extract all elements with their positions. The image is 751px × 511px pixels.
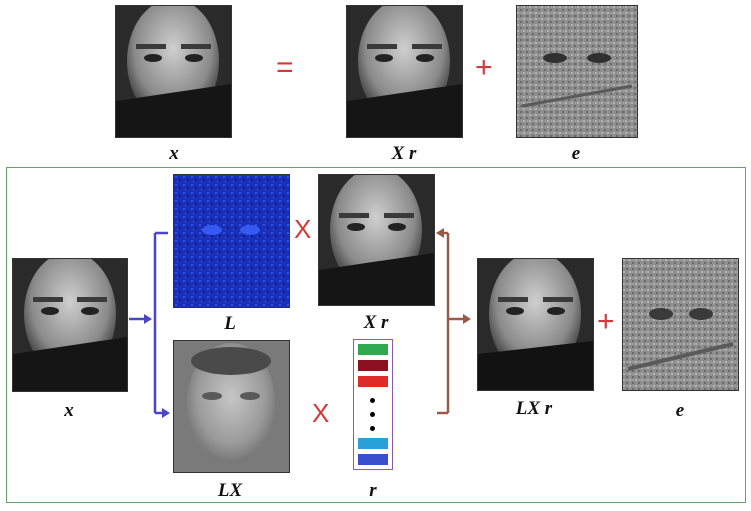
label-e-top: e: [571, 143, 581, 164]
ellipsis-dot: [370, 426, 375, 431]
bottom-panel-frame: [6, 167, 746, 503]
face-image-x-bottom: [12, 258, 128, 392]
face-image-LXr: [477, 258, 594, 391]
face-image-xr-top: [346, 5, 463, 138]
ellipsis-dot: [370, 398, 375, 403]
label-x-top: x: [169, 143, 179, 164]
label-x-bottom: x: [64, 400, 74, 421]
vector-cell: [358, 376, 388, 387]
vector-cell: [358, 438, 388, 449]
coefficient-vector-r: [353, 339, 393, 470]
label-xr-bottom: X r: [363, 312, 389, 333]
face-image-LX: [173, 340, 290, 473]
label-e-bottom: e: [675, 400, 685, 421]
weight-map-image-L: [173, 174, 290, 308]
equals-operator: =: [276, 51, 294, 84]
error-image-e-bottom: [622, 258, 739, 391]
face-image-x-top: [115, 5, 232, 138]
times-operator-L-Xr: X: [294, 214, 312, 244]
vector-cell: [358, 360, 388, 371]
label-L: L: [224, 313, 236, 334]
label-LXr: LX r: [515, 398, 553, 419]
vector-cell: [358, 454, 388, 465]
vector-cell: [358, 344, 388, 355]
label-LX: LX: [217, 480, 243, 501]
ellipsis-dot: [370, 412, 375, 417]
plus-operator-top: +: [475, 51, 493, 84]
times-operator-LX-r: X: [312, 398, 330, 428]
plus-operator-bottom: +: [597, 305, 615, 338]
error-image-e-top: [516, 5, 638, 138]
face-image-xr-bottom: [318, 174, 435, 306]
label-xr-top: X r: [391, 143, 417, 164]
label-r: r: [369, 480, 377, 501]
